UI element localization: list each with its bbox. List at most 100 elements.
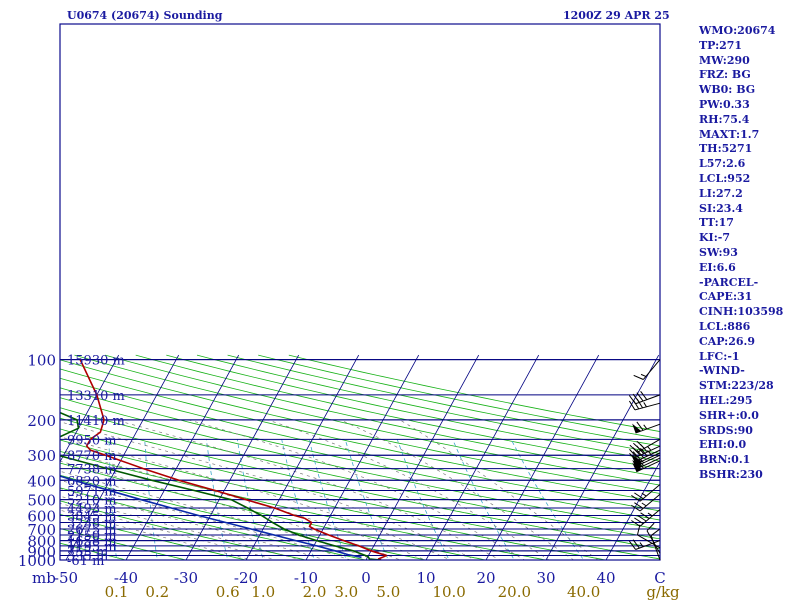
index-item: BSHR:230 (699, 467, 763, 481)
dry-adiabat (60, 397, 660, 530)
height-level-label: 11410 m (67, 414, 125, 429)
dry-adiabat (74, 354, 660, 486)
height-level-label: 2675 m (67, 523, 117, 538)
dry-adiabat (60, 439, 609, 560)
index-item: RH:75.4 (699, 112, 750, 126)
barb-full (636, 392, 644, 402)
barb-half (641, 492, 647, 497)
dry-adiabat (60, 377, 660, 512)
barb-pennant (632, 459, 642, 470)
wind-barb (633, 359, 661, 380)
barb-full (639, 447, 648, 457)
pressure-tick-label: 900 (27, 543, 56, 561)
index-item: LI:27.2 (699, 186, 743, 200)
barb-full (634, 502, 644, 509)
plot-frame (59, 23, 661, 561)
height-level-label: 5971 m (67, 485, 117, 500)
temperature-tick-label: 30 (536, 569, 555, 587)
barb-shaft (637, 534, 661, 549)
height-level-label: 3845 m (67, 510, 117, 525)
pressure-tick-label: 500 (27, 492, 56, 510)
wind-barb (632, 421, 661, 434)
height-level-label: 1658 m (67, 535, 117, 550)
dry-adiabat (166, 354, 660, 462)
dry-adiabat (60, 387, 660, 521)
index-item: CAP:26.9 (699, 334, 756, 348)
pressure-tick-label: 800 (27, 533, 56, 551)
valid-time: 1200Z 29 APR 25 (563, 9, 670, 22)
wind-barbs (628, 359, 661, 561)
index-item: LFC:-1 (699, 349, 740, 363)
wind-barb (650, 528, 661, 561)
moist-adiabat (60, 479, 352, 560)
index-item: -PARCEL- (699, 275, 759, 289)
barb-full (629, 448, 637, 458)
height-level-label: 753 m (67, 545, 108, 560)
dry-adiabat (60, 474, 429, 560)
barb-full (631, 520, 641, 527)
height-level-label: 6820 m (67, 474, 117, 489)
height-level-label: 1195 m (67, 540, 117, 555)
barb-half (639, 542, 644, 548)
wind-barb (632, 460, 661, 473)
barb-full (636, 524, 641, 535)
index-item: KI:-7 (699, 231, 730, 245)
barb-full (632, 539, 640, 549)
mixing-ratio-tick-label: 0.1 (105, 583, 129, 600)
dry-adiabat (60, 487, 369, 560)
index-item: WB0: BG (699, 83, 756, 97)
height-level-label: 7738 m (67, 463, 117, 478)
barb-full (637, 514, 647, 522)
dry-adiabat (60, 417, 660, 550)
temperature-profile (79, 359, 388, 560)
sounding-profiles (60, 359, 388, 560)
moist-adiabat (60, 470, 377, 560)
barb-full (636, 449, 645, 459)
index-item: BRN:0.1 (699, 453, 751, 467)
dry-adiabat (60, 514, 248, 560)
barb-shaft (639, 484, 661, 502)
barb-full (631, 504, 641, 512)
barb-full (632, 447, 641, 456)
mixing-ratio-line (452, 439, 515, 560)
wind-barb (632, 457, 661, 470)
moist-adiabat (267, 419, 550, 560)
pressure-axis-label: mb (32, 569, 56, 587)
barb-half (647, 446, 652, 451)
wind-barb (628, 398, 661, 411)
barb-full (639, 443, 648, 453)
temperature-tick-label: 20 (476, 569, 495, 587)
barb-shaft (650, 535, 661, 561)
barb-shaft (639, 493, 661, 512)
mixing-ratio-axis-label: g/kg (646, 583, 680, 600)
barb-shaft (642, 359, 661, 380)
moist-adiabat (60, 421, 476, 560)
dry-adiabat (60, 359, 660, 494)
pressure-tick-label: 200 (27, 412, 56, 430)
wind-barb (636, 524, 661, 549)
temperature-tick-label: 40 (596, 569, 615, 587)
barb-full (650, 528, 660, 536)
dewpoint-profile (60, 411, 382, 560)
index-item: TT:17 (699, 216, 734, 230)
pressure-tick-label: 600 (27, 508, 56, 526)
barb-full (634, 492, 644, 500)
barb-full (640, 512, 650, 519)
barb-full (636, 445, 645, 454)
temperature-axis-label: C (654, 569, 665, 587)
index-item: -WIND- (699, 364, 745, 378)
index-item: LCL:886 (699, 319, 751, 333)
barb-full (646, 522, 655, 532)
wind-barb (631, 484, 661, 502)
moist-adiabat (60, 495, 303, 560)
wind-barb (631, 493, 661, 512)
pressure-tick-label: 400 (27, 472, 56, 490)
height-level-label: 15930 m (67, 354, 125, 369)
index-item: STM:223/28 (699, 379, 774, 393)
index-item: FRZ: BG (699, 68, 751, 82)
height-level-label: 13310 m (67, 389, 125, 404)
barb-half (643, 424, 648, 430)
mixing-ratio-tick-label: 20.0 (498, 583, 531, 600)
barb-half (639, 461, 645, 467)
moist-adiabat (340, 419, 575, 560)
